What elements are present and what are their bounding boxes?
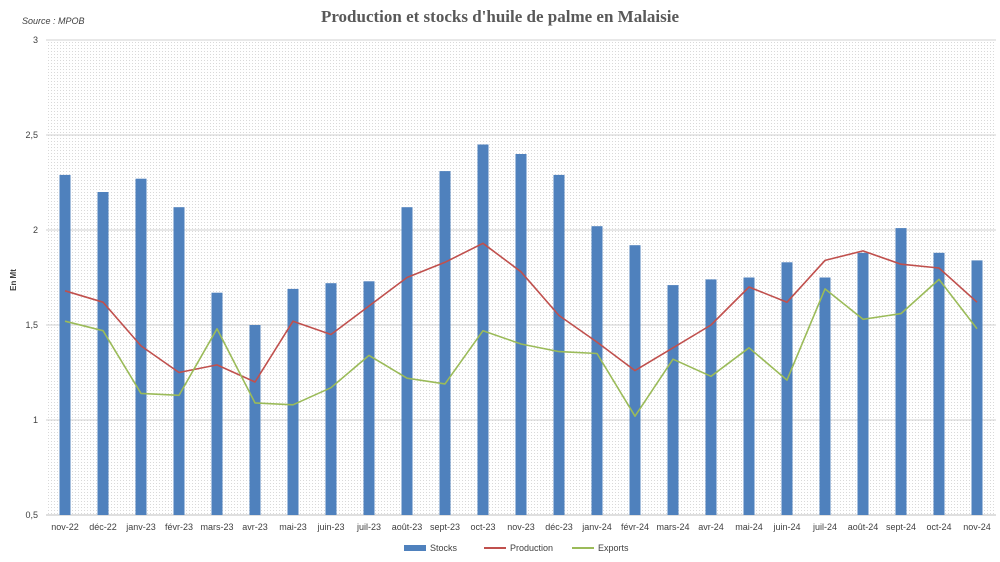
bar-stocks [515, 154, 527, 515]
x-tick-label: avr-24 [698, 522, 724, 532]
bar-stocks [933, 252, 945, 516]
legend-label-stocks: Stocks [430, 543, 458, 553]
x-axis: nov-22 déc-22 janv-23 févr-23 mars-23 avr-23 m… [51, 522, 991, 532]
bar-stocks [781, 262, 793, 515]
y-tick-label: 1 [33, 415, 38, 425]
y-tick-label: 2 [33, 225, 38, 235]
bar-stocks [401, 207, 413, 515]
x-tick-label: juin-23 [316, 522, 344, 532]
chart-title: Production et stocks d'huile de palme en… [321, 7, 680, 26]
bar-stocks [667, 285, 679, 515]
series-lines [64, 242, 978, 418]
bar-stocks [705, 279, 717, 515]
x-tick-label: janv-23 [125, 522, 156, 532]
bar-stocks [477, 144, 489, 515]
bar-stocks [591, 226, 603, 515]
bar-stocks [553, 174, 565, 515]
bars-stocks [59, 144, 983, 516]
legend-label-exports: Exports [598, 543, 629, 553]
x-tick-label: déc-23 [545, 522, 573, 532]
x-tick-label: sept-23 [430, 522, 460, 532]
x-tick-label: mai-23 [279, 522, 307, 532]
x-tick-label: déc-22 [89, 522, 117, 532]
x-tick-label: févr-23 [165, 522, 193, 532]
legend-label-production: Production [510, 543, 553, 553]
bar-stocks [895, 228, 907, 515]
y-tick-label: 1,5 [25, 320, 38, 330]
x-tick-label: avr-23 [242, 522, 268, 532]
bar-stocks [249, 325, 261, 515]
y-axis: 0,5 1 1,5 2 2,5 3 [25, 35, 38, 520]
x-tick-label: nov-24 [963, 522, 991, 532]
bar-stocks [59, 174, 71, 515]
x-tick-label: août-23 [392, 522, 423, 532]
x-tick-label: nov-22 [51, 522, 79, 532]
bar-stocks [97, 192, 109, 515]
legend-swatch-stocks [404, 545, 426, 551]
bar-stocks [211, 292, 223, 515]
y-tick-label: 2,5 [25, 130, 38, 140]
bar-stocks [325, 283, 337, 515]
y-tick-label: 0,5 [25, 510, 38, 520]
bar-stocks [819, 277, 831, 515]
x-tick-label: août-24 [848, 522, 879, 532]
bar-stocks [439, 171, 451, 515]
x-tick-label: mars-24 [656, 522, 689, 532]
x-tick-label: oct-24 [926, 522, 951, 532]
bar-stocks [173, 207, 185, 515]
bar-stocks [629, 245, 641, 515]
x-tick-label: mai-24 [735, 522, 763, 532]
x-tick-label: juil-23 [356, 522, 381, 532]
legend: Stocks Production Exports [404, 543, 629, 553]
x-tick-label: janv-24 [581, 522, 612, 532]
bar-stocks [857, 252, 869, 516]
x-tick-label: juil-24 [812, 522, 837, 532]
x-tick-label: oct-23 [470, 522, 495, 532]
bar-stocks [287, 288, 299, 515]
x-tick-label: mars-23 [200, 522, 233, 532]
bar-stocks [971, 260, 983, 515]
bar-stocks [743, 277, 755, 515]
chart-source: Source : MPOB [22, 16, 85, 26]
line-production [64, 242, 978, 383]
x-tick-label: févr-24 [621, 522, 649, 532]
x-tick-label: sept-24 [886, 522, 916, 532]
bar-stocks [363, 281, 375, 515]
x-tick-label: juin-24 [772, 522, 800, 532]
x-tick-label: nov-23 [507, 522, 535, 532]
line-exports [64, 278, 978, 418]
y-axis-label: En Mt [9, 269, 18, 291]
y-tick-label: 3 [33, 35, 38, 45]
